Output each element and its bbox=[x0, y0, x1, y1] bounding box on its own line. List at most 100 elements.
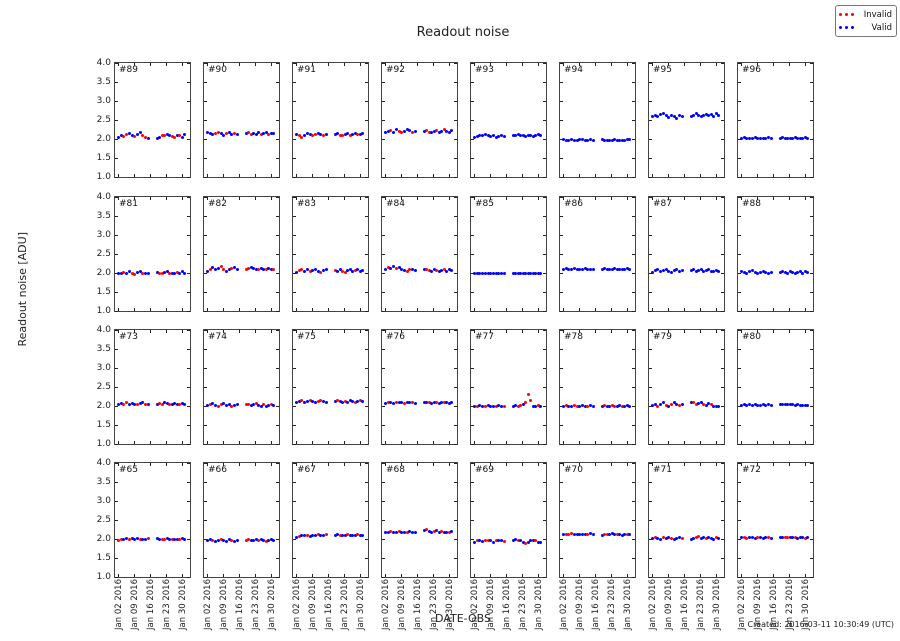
invalid-point bbox=[386, 266, 390, 270]
invalid-point bbox=[163, 537, 167, 541]
valid-point bbox=[702, 113, 706, 117]
valid-point bbox=[756, 403, 760, 407]
valid-point bbox=[427, 529, 431, 533]
y-tick-mark bbox=[721, 368, 724, 369]
valid-point bbox=[308, 132, 312, 136]
x-tick-mark bbox=[385, 330, 387, 333]
valid-point bbox=[144, 537, 148, 541]
y-tick-mark bbox=[810, 482, 813, 483]
invalid-point bbox=[158, 271, 162, 275]
valid-point bbox=[483, 272, 487, 276]
valid-point bbox=[183, 271, 187, 275]
valid-point bbox=[769, 536, 773, 540]
valid-point bbox=[589, 138, 593, 142]
x-tick-mark bbox=[328, 441, 330, 444]
invalid-point bbox=[305, 534, 309, 538]
valid-point bbox=[623, 138, 627, 142]
x-tick-mark bbox=[684, 441, 686, 444]
valid-point bbox=[205, 130, 209, 134]
valid-point bbox=[130, 133, 134, 137]
x-axis-label: DATE-OBS bbox=[435, 612, 491, 625]
x-tick-mark bbox=[385, 63, 387, 66]
y-tick-mark bbox=[454, 254, 457, 255]
y-tick-label: 1.5 bbox=[96, 287, 111, 297]
y-tick-mark bbox=[560, 254, 563, 255]
valid-point bbox=[709, 269, 713, 273]
valid-point bbox=[586, 139, 590, 143]
x-tick-mark bbox=[417, 308, 419, 311]
valid-point bbox=[497, 135, 501, 139]
invalid-point bbox=[122, 402, 126, 406]
valid-point bbox=[478, 538, 482, 542]
invalid-point bbox=[709, 402, 713, 406]
valid-point bbox=[324, 400, 328, 404]
invalid-point bbox=[389, 529, 393, 533]
valid-point bbox=[336, 532, 340, 536]
x-tick-mark bbox=[449, 63, 451, 66]
x-tick-mark bbox=[150, 197, 152, 200]
valid-point bbox=[422, 401, 426, 405]
invalid-point bbox=[803, 536, 807, 540]
x-tick-mark bbox=[433, 463, 435, 466]
x-tick-mark bbox=[522, 574, 524, 577]
valid-point bbox=[575, 139, 579, 143]
valid-point bbox=[514, 537, 518, 541]
valid-point bbox=[400, 401, 404, 405]
valid-point bbox=[481, 540, 485, 544]
y-tick-mark bbox=[471, 197, 474, 198]
valid-point bbox=[303, 400, 307, 404]
valid-point bbox=[430, 269, 434, 273]
x-tick-mark bbox=[207, 308, 209, 311]
subplot-label: #66 bbox=[208, 465, 227, 475]
x-tick-mark bbox=[385, 441, 387, 444]
x-tick-mark bbox=[182, 574, 184, 577]
x-tick-mark bbox=[328, 463, 330, 466]
valid-point bbox=[519, 133, 523, 137]
x-tick-mark bbox=[401, 441, 403, 444]
y-tick-mark bbox=[454, 139, 457, 140]
valid-point bbox=[252, 131, 256, 135]
valid-point bbox=[613, 138, 617, 142]
valid-point bbox=[608, 532, 612, 536]
y-tick-mark bbox=[810, 349, 813, 350]
x-tick-mark bbox=[312, 441, 314, 444]
x-tick-mark bbox=[522, 441, 524, 444]
invalid-point bbox=[160, 402, 164, 406]
x-tick-mark bbox=[652, 463, 654, 466]
invalid-point bbox=[564, 532, 568, 536]
x-tick-mark bbox=[506, 463, 508, 466]
x-tick-mark bbox=[563, 174, 565, 177]
y-tick-mark bbox=[810, 197, 813, 198]
valid-point bbox=[783, 136, 787, 140]
y-tick-mark bbox=[632, 235, 635, 236]
valid-point bbox=[605, 138, 609, 142]
y-tick-mark bbox=[293, 82, 296, 83]
x-tick-mark bbox=[805, 197, 807, 200]
valid-point bbox=[702, 269, 706, 273]
invalid-point bbox=[408, 268, 412, 272]
y-tick-mark bbox=[365, 558, 368, 559]
x-tick-mark bbox=[627, 197, 629, 200]
valid-point bbox=[704, 112, 708, 116]
y-tick-mark bbox=[632, 349, 635, 350]
invalid-point bbox=[158, 402, 162, 406]
valid-point bbox=[521, 134, 525, 138]
y-tick-mark bbox=[543, 520, 546, 521]
y-tick-mark bbox=[293, 558, 296, 559]
y-tick-mark bbox=[454, 482, 457, 483]
y-tick-mark bbox=[454, 349, 457, 350]
y-tick-label: 1.5 bbox=[96, 420, 111, 430]
valid-point bbox=[610, 532, 614, 536]
y-tick-mark bbox=[649, 197, 652, 198]
invalid-point bbox=[425, 267, 429, 271]
subplot-92: #92 bbox=[381, 62, 458, 178]
valid-point bbox=[227, 538, 231, 542]
y-tick-mark bbox=[721, 101, 724, 102]
valid-point bbox=[661, 111, 665, 115]
x-tick-mark bbox=[789, 308, 791, 311]
y-tick-mark bbox=[204, 120, 207, 121]
x-tick-mark bbox=[182, 174, 184, 177]
invalid-point bbox=[333, 269, 337, 273]
x-tick-mark bbox=[522, 463, 524, 466]
valid-point bbox=[680, 402, 684, 406]
